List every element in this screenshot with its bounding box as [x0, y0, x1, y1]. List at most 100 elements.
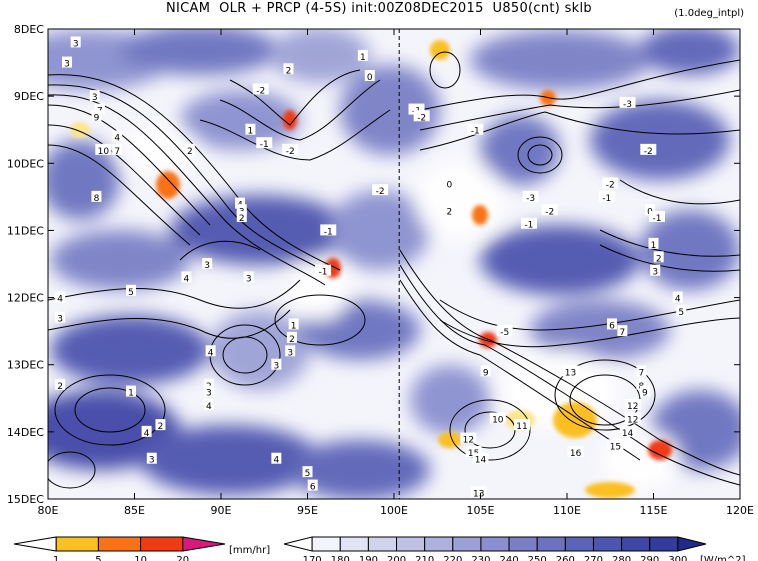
y-tick-label: 13DEC — [7, 359, 44, 372]
contour-label: 3 — [285, 345, 296, 358]
precip-unit: [mm/hr] — [229, 545, 270, 556]
contour-label: 7 — [636, 365, 647, 378]
contour-label: -1 — [320, 224, 337, 237]
x-tick-label: 95E — [297, 504, 318, 517]
contour-label: 5 — [126, 284, 137, 298]
precip-swatch — [97, 536, 142, 552]
contour-label: -5 — [496, 325, 513, 338]
contour-label: 13 — [562, 365, 579, 378]
interpolation-note: (1.0deg_intpl) — [674, 8, 744, 19]
y-tick-label: 8DEC — [14, 23, 44, 36]
olr-swatch — [339, 536, 369, 552]
chart-title: NICAM OLR + PRCP (4-5S) init:00Z08DEC201… — [166, 1, 592, 16]
contour-label: 7 — [617, 325, 628, 338]
contour-label: -1 — [315, 264, 332, 278]
contour-label-text: 3 — [273, 362, 279, 372]
olr-colorbar-label: 270 — [584, 555, 603, 561]
contour-label-text: 1 — [360, 53, 366, 63]
contour-label: -1 — [520, 217, 537, 231]
precip-swatch — [55, 536, 99, 552]
olr-colorbar-label: 230 — [471, 555, 490, 561]
x-tick-label: 85E — [124, 504, 145, 517]
contour-label-text: 3 — [287, 348, 293, 358]
olr-field — [48, 29, 740, 499]
contour-label: 3 — [202, 258, 213, 271]
olr-colorbar-label: 210 — [415, 555, 434, 561]
olr-swatch — [508, 536, 538, 552]
contour-label-text: -2 — [256, 86, 265, 96]
contour-label: 2 — [283, 63, 294, 76]
olr-swatch — [311, 536, 341, 552]
x-tick-label: 100E — [380, 504, 408, 517]
olr-unit: [W/m^2] — [700, 555, 746, 561]
contour-label: 10 — [489, 412, 506, 425]
contour-label-text: -3 — [526, 194, 535, 204]
contour-label: 8 — [91, 190, 102, 204]
contour-label: 2 — [236, 211, 247, 224]
contour-label: 6 — [307, 479, 318, 493]
contour-label-text: 3 — [206, 389, 212, 399]
contour-label: 4 — [672, 291, 683, 305]
olr-colorbar-label: 280 — [612, 555, 631, 561]
precip-colorbar-label: 20 — [176, 555, 189, 561]
contour-label-text: -1 — [652, 214, 661, 224]
contour-label: -2 — [282, 143, 299, 157]
contour-label: 4 — [205, 345, 216, 358]
contour-label-text: 3 — [204, 261, 210, 271]
contour-label: 12 — [624, 412, 641, 425]
y-tick-label: 12DEC — [7, 292, 44, 305]
contour-label: 3 — [271, 358, 282, 372]
olr-swatch — [480, 536, 510, 552]
contour-label-text: 4 — [675, 295, 681, 305]
contour-label-text: 9 — [94, 113, 100, 123]
colorbars: 1 5 10 20 [mm/hr] 170 180 190 200 210 220 230 240 250… — [13, 536, 746, 561]
contour-label-text: 1 — [651, 241, 657, 251]
contour-label: 0 — [364, 70, 375, 83]
olr-colorbar-label: 260 — [556, 555, 575, 561]
contour-label: 3 — [89, 90, 100, 103]
contour-label: 4 — [271, 452, 282, 466]
contour-label-text: 0 — [367, 73, 373, 83]
contour-label-text: 6 — [310, 483, 316, 493]
olr-colorbar-label: 220 — [443, 555, 462, 561]
contour-label-text: 12 — [463, 436, 474, 446]
contour-label-text: 9 — [642, 389, 648, 399]
contour-label: -2 — [602, 177, 619, 190]
contour-label-text: 7 — [639, 368, 645, 378]
contour-label-text: -1 — [319, 268, 328, 278]
contour-label: 0 — [444, 177, 455, 190]
contour-label-text: 4 — [184, 274, 190, 284]
contour-label: -1 — [598, 190, 615, 204]
contour-label-text: 7 — [114, 147, 120, 157]
y-tick-label: 14DEC — [7, 426, 44, 439]
precip-colorbar: 1 5 10 20 [mm/hr] — [13, 536, 270, 561]
contour-label-text: 2 — [656, 254, 662, 264]
contour-labels: 332103791047-2-1-2-11-1-22-28432-1334543… — [55, 36, 687, 499]
precip-colorbar-label: 10 — [134, 555, 147, 561]
contour-label: 1 — [126, 385, 137, 399]
olr-swatch — [452, 536, 482, 552]
contour-label-text: -1 — [524, 221, 533, 231]
contour-label-text: 3 — [73, 39, 79, 49]
contour-label-text: 11 — [516, 422, 527, 432]
contour-label-text: -5 — [500, 328, 509, 338]
contour-label: 3 — [55, 311, 66, 325]
contour-label-text: 2 — [187, 147, 193, 157]
contour-label: -2 — [640, 143, 657, 157]
y-tick-label: 10DEC — [7, 157, 44, 170]
x-tick-label: 80E — [38, 504, 59, 517]
olr-swatch — [649, 536, 679, 552]
contour-label-text: 3 — [92, 93, 98, 103]
contour-label: -3 — [522, 190, 539, 204]
x-tick-label: 105E — [467, 504, 495, 517]
contour-label-text: 2 — [239, 214, 245, 224]
contour-label-text: 2 — [289, 335, 295, 345]
contour-label-text: -3 — [623, 100, 632, 110]
contour-label-text: 3 — [652, 268, 658, 278]
olr-colorbar-label: 290 — [640, 555, 659, 561]
olr-arrow-low — [283, 536, 313, 552]
contour-label-text: 1 — [291, 321, 297, 331]
contour-label: 4 — [181, 271, 192, 284]
contour-label: -2 — [252, 83, 269, 96]
contour-label-text: 14 — [622, 429, 634, 439]
